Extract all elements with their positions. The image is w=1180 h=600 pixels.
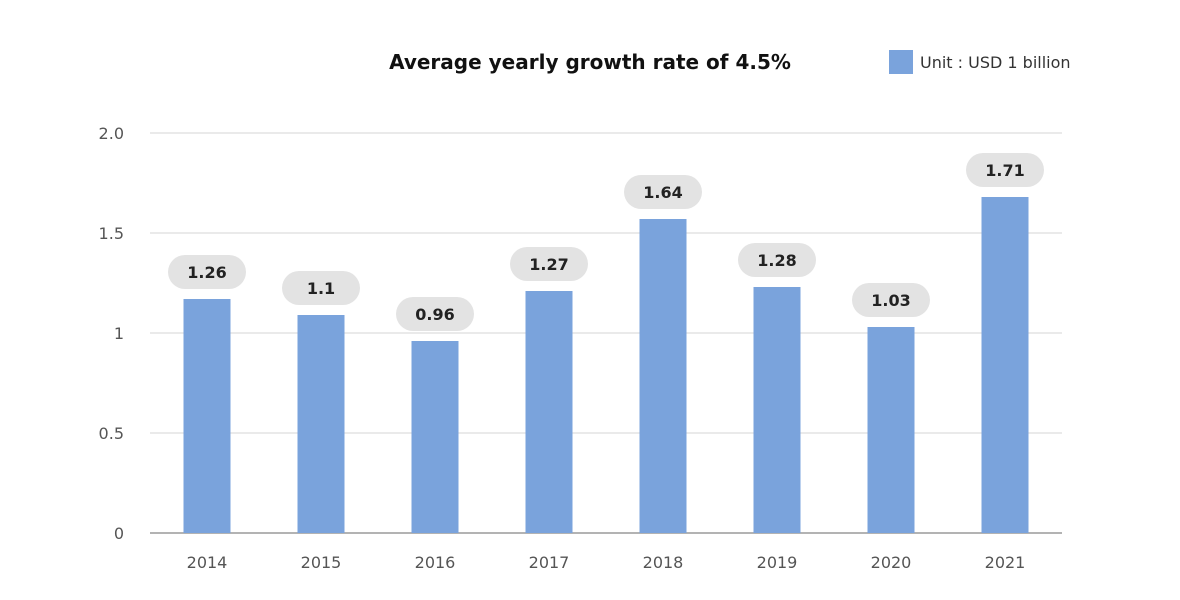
x-tick-label: 2016 [415,553,456,572]
bar [297,315,345,533]
y-tick-label: 2.0 [99,124,124,143]
bar [639,219,687,533]
y-tick-label: 0 [114,524,124,543]
chart-title: Average yearly growth rate of 4.5% [389,50,791,74]
value-label: 1.03 [871,291,910,310]
x-tick-label: 2020 [871,553,912,572]
value-label: 1.27 [529,255,568,274]
value-label: 1.26 [187,263,226,282]
bar [525,291,573,533]
bar [411,341,459,533]
value-label: 1.71 [985,161,1024,180]
bars [183,197,1029,533]
value-label-bubble [396,297,474,331]
y-tick-label: 1.5 [99,224,124,243]
x-tick-label: 2017 [529,553,570,572]
bar [753,287,801,533]
value-label-bubble [624,175,702,209]
value-label-bubble [510,247,588,281]
value-label-bubble [852,283,930,317]
bar [867,327,915,533]
value-label-bubble [966,153,1044,187]
x-tick-label: 2018 [643,553,684,572]
x-tick-label: 2021 [985,553,1026,572]
y-tick-label: 0.5 [99,424,124,443]
value-labels: 1.26 1.1 0.96 1.27 1.64 1.28 1.03 1.71 [168,153,1044,331]
y-axis: 0 0.5 1 1.5 2.0 [99,124,124,543]
value-label: 1.28 [757,251,796,270]
y-tick-label: 1 [114,324,124,343]
value-label: 1.1 [307,279,335,298]
x-tick-label: 2019 [757,553,798,572]
x-axis: 2014 2015 2016 2017 2018 2019 2020 2021 [187,553,1026,572]
value-label-bubble [738,243,816,277]
legend-label: Unit : USD 1 billion [920,53,1071,72]
value-label: 0.96 [415,305,454,324]
legend-swatch [889,50,913,74]
value-label: 1.64 [643,183,682,202]
bar [981,197,1029,533]
value-label-bubble [282,271,360,305]
bar [183,299,231,533]
x-tick-label: 2014 [187,553,228,572]
x-tick-label: 2015 [301,553,342,572]
gridlines [150,132,1062,534]
value-label-bubble [168,255,246,289]
